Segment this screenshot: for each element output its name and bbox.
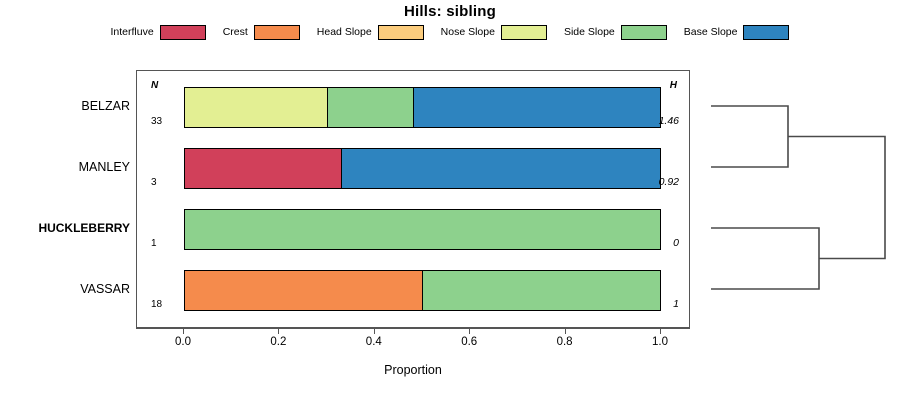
legend-item: Side Slope — [564, 25, 667, 40]
bar-segment[interactable] — [185, 271, 423, 310]
bar-row: 33 1.46 — [137, 77, 691, 138]
bar-segment[interactable] — [185, 88, 328, 127]
legend-item-label: Side Slope — [563, 26, 615, 39]
row-n-value: 1 — [151, 238, 157, 249]
x-axis-tick — [564, 328, 566, 334]
row-h-value: 1.46 — [658, 115, 679, 127]
stacked-bar[interactable] — [184, 270, 661, 311]
stacked-bar[interactable] — [184, 209, 661, 250]
x-axis-title: Proportion — [384, 363, 442, 377]
x-axis-tick — [278, 328, 280, 334]
legend-color-swatch — [253, 25, 300, 40]
x-axis-tick-label: 1.0 — [652, 336, 668, 348]
bar-segment[interactable] — [414, 88, 660, 127]
row-h-value: 1 — [673, 298, 679, 310]
legend-color-swatch — [159, 25, 206, 40]
dendrogram-svg — [711, 105, 886, 290]
legend-color-swatch — [500, 25, 547, 40]
legend-item-label: Base Slope — [683, 26, 738, 39]
legend-color-swatch — [620, 25, 667, 40]
x-axis-tick-label: 0.0 — [175, 336, 191, 348]
dendrogram — [700, 70, 900, 328]
legend-item: Head Slope — [317, 25, 424, 40]
legend-item-label: Nose Slope — [440, 26, 495, 39]
legend-item-label: Interfluve — [110, 26, 154, 39]
dendrogram-merge-root — [788, 135, 886, 260]
x-axis-line — [136, 328, 690, 329]
dendrogram-merge-huckleberry-vassar — [711, 227, 820, 290]
stacked-bar[interactable] — [184, 148, 661, 189]
row-n-value: 33 — [151, 116, 163, 127]
dendrogram-merge-belzar-manley — [711, 105, 789, 168]
bar-row: 18 1 — [137, 260, 691, 321]
legend: Interfluve Crest Head Slope Nose Slope Side … — [0, 25, 900, 40]
legend-item-label: Head Slope — [316, 26, 372, 39]
x-axis-tick — [469, 328, 471, 334]
category-label-belzar: BELZAR — [81, 99, 130, 113]
legend-item: Nose Slope — [441, 25, 547, 40]
row-n-value: 3 — [151, 177, 157, 188]
row-n-value: 18 — [151, 299, 163, 310]
chart-title: Hills: sibling — [404, 3, 496, 20]
row-h-value: 0 — [673, 237, 679, 249]
n-column-header: N — [151, 80, 159, 91]
legend-item: Interfluve — [111, 25, 206, 40]
stacked-bar[interactable] — [184, 87, 661, 128]
bar-segment[interactable] — [185, 210, 660, 249]
bar-row: 3 0.92 — [137, 138, 691, 199]
x-axis-tick — [660, 328, 661, 334]
x-axis-tick-label: 0.8 — [556, 336, 573, 348]
legend-color-swatch — [743, 25, 790, 40]
bar-segment[interactable] — [185, 149, 343, 188]
legend-item: Crest — [223, 25, 300, 40]
bar-segment[interactable] — [327, 88, 415, 127]
category-label-manley: MANLEY — [78, 160, 130, 174]
category-label-vassar: VASSAR — [80, 282, 130, 296]
bar-segment[interactable] — [342, 149, 660, 188]
h-column-header: H — [669, 80, 677, 91]
category-label-huckleberry: HUCKLEBERRY — [38, 221, 130, 235]
row-h-value: 0.92 — [658, 176, 679, 188]
legend-item: Base Slope — [684, 25, 790, 40]
x-axis-tick-label: 0.2 — [270, 336, 287, 348]
legend-item-label: Crest — [222, 26, 248, 39]
x-axis-tick-label: 0.6 — [461, 336, 478, 348]
legend-color-swatch — [377, 25, 424, 40]
x-axis-tick-label: 0.4 — [365, 336, 382, 348]
x-axis-tick — [183, 328, 184, 334]
dendrogram-branches — [711, 105, 886, 290]
plot-panel: N H 33 1.46 3 0.92 1 0 18 1 — [136, 70, 690, 328]
bar-segment[interactable] — [423, 271, 660, 310]
x-axis-tick — [373, 328, 375, 334]
